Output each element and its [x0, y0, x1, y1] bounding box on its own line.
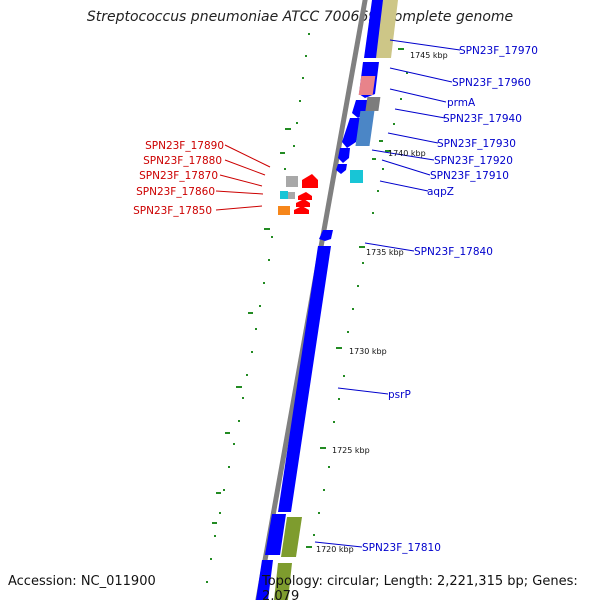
gene-label-spn23f-17840: SPN23F_17840 [414, 246, 493, 258]
gene-spn23f-17880-arrow [298, 192, 312, 200]
gene-label-spn23f-17920: SPN23F_17920 [434, 155, 513, 167]
gene-spn23f-17810-feature [265, 514, 286, 555]
gene-spn23f-17930-feature [338, 148, 350, 163]
tick-label-1740: 1740 kbp [388, 149, 426, 158]
gene-label-spn23f-17910: SPN23F_17910 [430, 170, 509, 182]
forward-gene-labels[interactable]: SPN23F_17970 SPN23F_17960 prmA SPN23F_17… [362, 45, 538, 554]
gene-spn23f-17850-block [278, 206, 290, 215]
gene-spn23f-17920-feature [336, 164, 347, 174]
genome-title: Streptococcus pneumoniae ATCC 700669, co… [86, 9, 514, 25]
tick-label-1735: 1735 kbp [366, 248, 404, 257]
forward-label-leaders [314, 39, 461, 548]
annotation-blocks[interactable] [274, 0, 398, 600]
gene-label-spn23f-17860: SPN23F_17860 [136, 186, 215, 198]
tick-label-1745: 1745 kbp [410, 51, 448, 60]
gene-label-spn23f-17870: SPN23F_17870 [139, 170, 218, 182]
gene-label-spn23f-17940: SPN23F_17940 [443, 113, 522, 125]
gene-label-spn23f-17930: SPN23F_17930 [437, 138, 516, 150]
olive-block-17810 [281, 517, 302, 557]
accession-text: Accession: NC_011900 [8, 574, 156, 589]
khaki-block-17970 [376, 0, 398, 58]
gene-spn23f-17890-block [286, 176, 298, 187]
gene-label-spn23f-17880: SPN23F_17880 [143, 155, 222, 167]
gc-skew-inner-right [306, 48, 408, 548]
gene-label-aqpz: aqpZ [427, 186, 454, 198]
position-ticks: 1745 kbp 1740 kbp 1735 kbp 1730 kbp 1725… [316, 51, 448, 554]
reverse-strand-genes[interactable] [278, 174, 318, 215]
topology-text: Topology: circular; Length: 2,221,315 bp… [262, 574, 578, 600]
gray-block-prma [365, 97, 381, 111]
tick-label-1720: 1720 kbp [316, 545, 354, 554]
gene-spn23f-17840-feature [319, 230, 333, 241]
gene-label-spn23f-17850: SPN23F_17850 [133, 205, 212, 217]
gene-label-spn23f-17810: SPN23F_17810 [362, 542, 441, 554]
gc-skew-outer-left [206, 33, 310, 583]
gene-label-spn23f-17890: SPN23F_17890 [145, 140, 224, 152]
gene-next-feature [256, 560, 273, 600]
steelblue-block-17940 [355, 111, 375, 146]
reverse-gene-labels[interactable]: SPN23F_17890 SPN23F_17880 SPN23F_17870 S… [133, 140, 224, 217]
gene-spn23f-17880-block [280, 191, 288, 199]
gene-spn23f-17860-arrow [296, 199, 310, 207]
gene-psrp-feature [278, 246, 331, 512]
gene-label-prma: prmA [447, 97, 476, 109]
gene-label-psrp: psrP [388, 389, 411, 401]
tick-label-1725: 1725 kbp [332, 446, 370, 455]
pink-block-17960 [358, 76, 376, 95]
tick-label-1730: 1730 kbp [349, 347, 387, 356]
gene-spn23f-17870-block [288, 192, 295, 199]
olive-block-next [274, 563, 292, 600]
gene-spn23f-17890-arrow [302, 174, 318, 188]
reverse-label-leaders [215, 144, 271, 211]
gene-spn23f-17940-feature [342, 118, 362, 148]
gene-spn23f-17850-arrow [294, 206, 309, 214]
cyan-block-aqpz [350, 170, 363, 183]
gene-label-spn23f-17970: SPN23F_17970 [459, 45, 538, 57]
gene-label-spn23f-17960: SPN23F_17960 [452, 77, 531, 89]
